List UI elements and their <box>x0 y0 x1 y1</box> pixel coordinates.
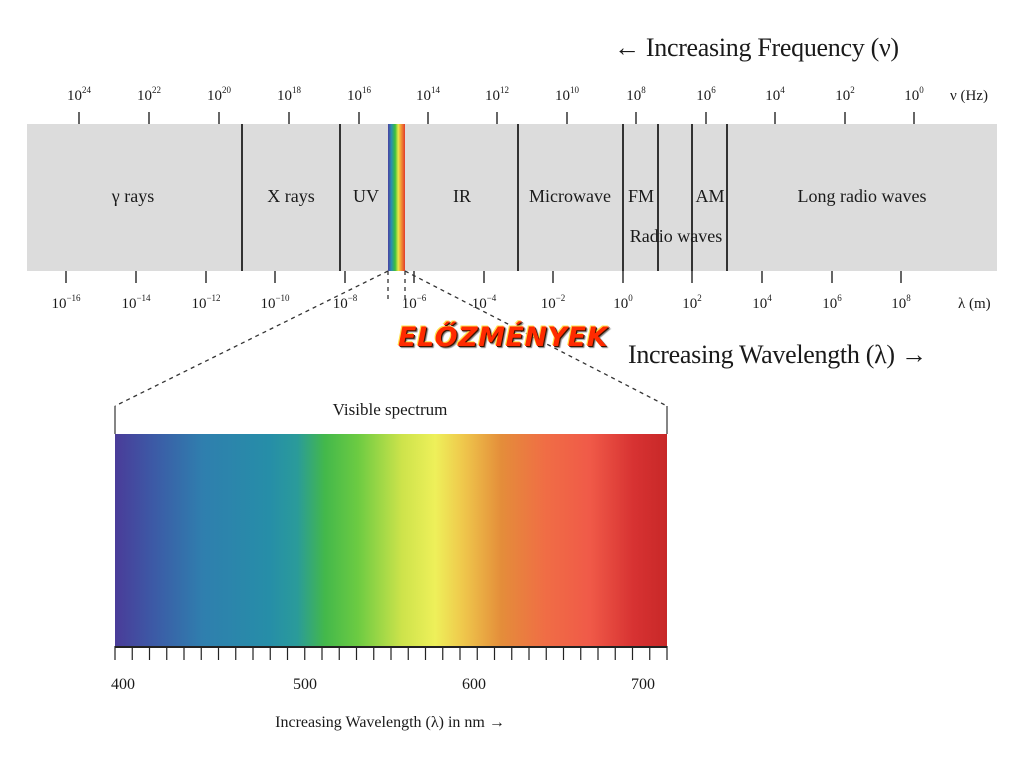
region-label-long-radio: Long radio waves <box>797 186 927 206</box>
wavelength-ticks <box>65 271 902 283</box>
frequency-axis-title: ← Increasing Frequency (ν) <box>614 33 899 62</box>
wavelength-tick-label: 106 <box>822 293 842 313</box>
region-label-fm: FM <box>627 186 655 206</box>
nm-tick-label: 600 <box>462 676 486 693</box>
wavelength-tick-label: 100 <box>613 293 633 313</box>
frequency-tick-label: 1016 <box>347 85 371 105</box>
frequency-tick-label: 100 <box>904 85 924 105</box>
frequency-tick-label: 1022 <box>137 85 161 105</box>
visible-spectrum-title: Visible spectrum <box>332 400 448 419</box>
frequency-tick-label: 1020 <box>207 85 231 105</box>
frequency-tick-label: 102 <box>835 85 855 105</box>
em-spectrum-band <box>27 124 997 271</box>
nm-tick-label: 700 <box>631 676 655 693</box>
wavelength-tick-label: 104 <box>752 293 772 313</box>
wavelength-tick-label: 108 <box>891 293 911 313</box>
zoom-guide-lines <box>114 270 668 407</box>
wavelength-tick-label: 10−8 <box>332 293 358 313</box>
wavelength-tick-label: 10−16 <box>51 293 81 313</box>
wavelength-unit-label: λ (m) <box>958 296 991 312</box>
wavelength-tick-label: 10−2 <box>540 293 566 313</box>
frequency-tick-label: 1018 <box>277 85 301 105</box>
wavelength-tick-label: 10−12 <box>191 293 221 313</box>
wavelength-tick-label: 10−10 <box>260 293 290 313</box>
frequency-tick-label: 108 <box>626 85 646 105</box>
region-dividers <box>241 124 728 271</box>
wavelength-axis-title: Increasing Wavelength (λ) → <box>628 340 927 369</box>
region-label-microwave: Microwave <box>529 186 611 206</box>
nm-tick-label: 400 <box>111 676 135 693</box>
frequency-unit-label: ν (Hz) <box>950 88 989 104</box>
frequency-tick-label: 106 <box>696 85 716 105</box>
region-label-gamma: γ rays <box>111 186 155 206</box>
nm-axis-title: Increasing Wavelength (λ) in nm → <box>275 714 505 731</box>
frequency-tick-label: 1010 <box>555 85 579 105</box>
nm-ruler <box>115 646 667 662</box>
visible-light-strip <box>388 124 405 271</box>
frequency-tick-label: 1012 <box>485 85 509 105</box>
wavelength-tick-label: 10−4 <box>471 293 497 313</box>
wavelength-tick-label: 10−14 <box>121 293 151 313</box>
region-label-radio-waves: Radio waves <box>629 226 723 246</box>
visible-spectrum-gradient <box>115 434 667 646</box>
frequency-tick-label: 1014 <box>416 85 440 105</box>
nm-ruler-ticks <box>114 646 668 660</box>
visible-bracket <box>114 406 668 434</box>
frequency-tick-label: 104 <box>765 85 785 105</box>
headline-title: ELŐZMÉNYEK <box>398 322 609 353</box>
nm-tick-label: 500 <box>293 676 317 693</box>
region-label-ir: IR <box>453 186 471 206</box>
wavelength-tick-label: 102 <box>682 293 702 313</box>
region-label-am: AM <box>695 186 725 206</box>
region-label-xrays: X rays <box>267 186 315 206</box>
frequency-ticks <box>78 112 915 124</box>
frequency-tick-label: 1024 <box>67 85 91 105</box>
region-label-uv: UV <box>353 186 379 206</box>
wavelength-tick-label: 10−6 <box>401 293 427 313</box>
